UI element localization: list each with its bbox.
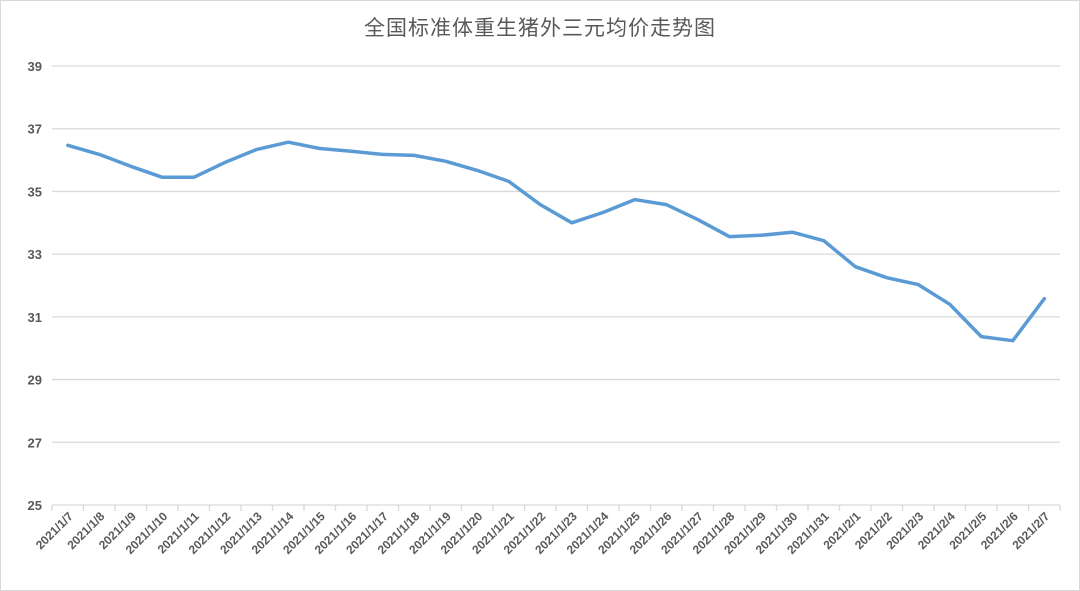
y-tick-label: 39	[28, 59, 42, 74]
y-axis: 25 27 29 31 33 35 37 39	[28, 59, 42, 513]
y-tick-label: 33	[28, 247, 42, 262]
y-tick-label: 27	[28, 435, 42, 450]
y-tick-label: 37	[28, 122, 42, 137]
price-line	[66, 140, 1047, 343]
y-tick-label: 35	[28, 184, 42, 199]
x-axis: 2021/1/72021/1/82021/1/92021/1/102021/1/…	[33, 505, 1061, 557]
gridlines	[52, 65, 1060, 506]
y-tick-label: 29	[28, 373, 42, 388]
y-tick-label: 25	[28, 498, 42, 513]
chart-title: 全国标准体重生猪外三元均价走势图	[364, 16, 716, 40]
y-tick-label: 31	[28, 310, 42, 325]
